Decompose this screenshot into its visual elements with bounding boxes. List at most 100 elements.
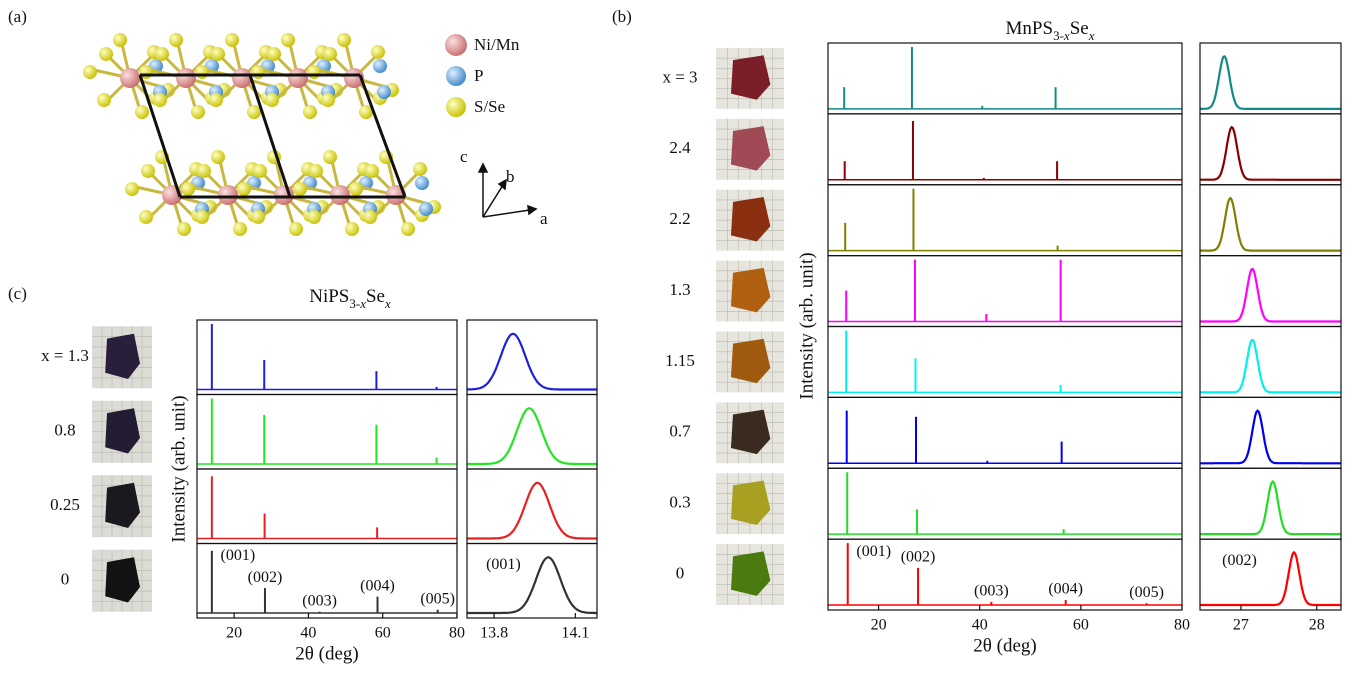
atom-s <box>321 93 335 107</box>
atom-ni <box>218 185 238 205</box>
row-frame <box>828 256 1182 327</box>
atom-p <box>373 59 387 73</box>
atom-s <box>293 182 307 196</box>
atom-ni <box>232 68 252 88</box>
axis-name: b <box>506 167 515 186</box>
legend-swatch <box>445 34 467 56</box>
atom-s <box>125 182 139 196</box>
atom-s <box>153 93 167 107</box>
legend-label: Ni/Mn <box>474 35 520 54</box>
atom-s <box>83 65 97 79</box>
atom-s <box>289 222 303 236</box>
atom-s <box>233 222 247 236</box>
atom-s <box>195 65 209 79</box>
peak-curve <box>1200 127 1341 180</box>
atom-s <box>155 47 169 61</box>
row-frame <box>828 327 1182 398</box>
x-axis-title: 2θ (deg) <box>295 643 358 664</box>
atom-p <box>377 85 391 99</box>
atom-s <box>209 93 223 107</box>
peak-curve <box>1200 552 1341 605</box>
x-tick-label: 14.1 <box>561 625 589 642</box>
row-frame <box>828 397 1182 468</box>
panel-label: (c) <box>8 284 27 303</box>
atom-s <box>181 182 195 196</box>
chart-title: MnPS3-xSex <box>1006 18 1095 43</box>
row-label: 0.3 <box>669 493 690 512</box>
peak-label: (001) <box>486 556 521 573</box>
row-label: x = 3 <box>662 67 697 86</box>
row-label: x = 1.3 <box>41 346 89 365</box>
atom-s <box>281 33 295 47</box>
row-frame <box>1200 43 1341 114</box>
atom-s <box>247 105 261 119</box>
row-label: 0 <box>61 570 70 589</box>
row-label: 2.2 <box>669 209 690 228</box>
peak-curve <box>1200 269 1341 321</box>
row-frame <box>1200 468 1341 539</box>
x-tick-label: 13.8 <box>480 625 508 642</box>
atom-s <box>99 47 113 61</box>
peak-curve <box>467 408 597 464</box>
atom-s <box>113 33 127 47</box>
peak-label: (005) <box>420 590 455 607</box>
peak-curve <box>467 334 597 390</box>
axis-name: c <box>460 147 468 166</box>
legend-label: S/Se <box>474 97 505 116</box>
x-tick-label: 20 <box>871 617 887 634</box>
atom-s <box>401 222 415 236</box>
atom-s <box>253 164 267 178</box>
title-part: NiPS <box>309 286 349 307</box>
x-tick-label: 80 <box>1174 617 1190 634</box>
panel-label: (a) <box>8 7 27 26</box>
figure: (a) (b) (c) Ni/Mn P S/Se c b a x = 1.30.… <box>0 0 1358 677</box>
atom-s <box>211 150 225 164</box>
x-tick-label: 28 <box>1309 617 1325 634</box>
title-part: Se <box>1070 18 1089 39</box>
atom-s <box>345 222 359 236</box>
atom-s <box>139 210 153 224</box>
title-part: 3- <box>349 296 360 311</box>
x-tick-label: 20 <box>226 625 242 642</box>
atom-ni <box>330 185 350 205</box>
row-label: 1.15 <box>665 351 695 370</box>
atom-s <box>365 164 379 178</box>
atom-s <box>177 222 191 236</box>
peak-curve <box>1200 411 1341 464</box>
title-part: MnPS <box>1006 18 1054 39</box>
x-axis-title: 2θ (deg) <box>973 635 1036 656</box>
crystal-structure <box>83 33 441 236</box>
peak-label: (001) <box>856 543 891 560</box>
atom-s <box>191 105 205 119</box>
row-frame <box>1200 185 1341 256</box>
row-frame <box>1200 539 1341 610</box>
atom-s <box>97 93 111 107</box>
atom-s <box>135 105 149 119</box>
atom-s <box>265 93 279 107</box>
atom-s <box>267 47 281 61</box>
atom-ni <box>288 68 308 88</box>
x-tick-label: 80 <box>449 625 465 642</box>
title-part: x <box>384 296 391 311</box>
atom-s <box>309 164 323 178</box>
atom-s <box>307 65 321 79</box>
atom-s <box>413 162 427 176</box>
y-axis-title: Intensity (arb. unit) <box>796 252 817 399</box>
axis-arrow <box>483 185 503 217</box>
atom-p <box>419 202 433 216</box>
row-label: 0.25 <box>50 495 80 514</box>
peak-label: (005) <box>1129 584 1164 601</box>
axis-name: a <box>540 209 548 228</box>
row-frame <box>828 468 1182 539</box>
atom-s <box>323 47 337 61</box>
atom-p <box>415 176 429 190</box>
panel-label: (b) <box>612 7 632 26</box>
peak-label: (004) <box>360 577 395 594</box>
row-label: 2.4 <box>669 138 691 157</box>
row-frame <box>197 320 457 395</box>
atom-s <box>225 33 239 47</box>
row-frame <box>197 469 457 544</box>
x-tick-label: 27 <box>1233 617 1249 634</box>
axis-arrow <box>483 210 530 217</box>
peak-curve <box>1200 198 1341 251</box>
